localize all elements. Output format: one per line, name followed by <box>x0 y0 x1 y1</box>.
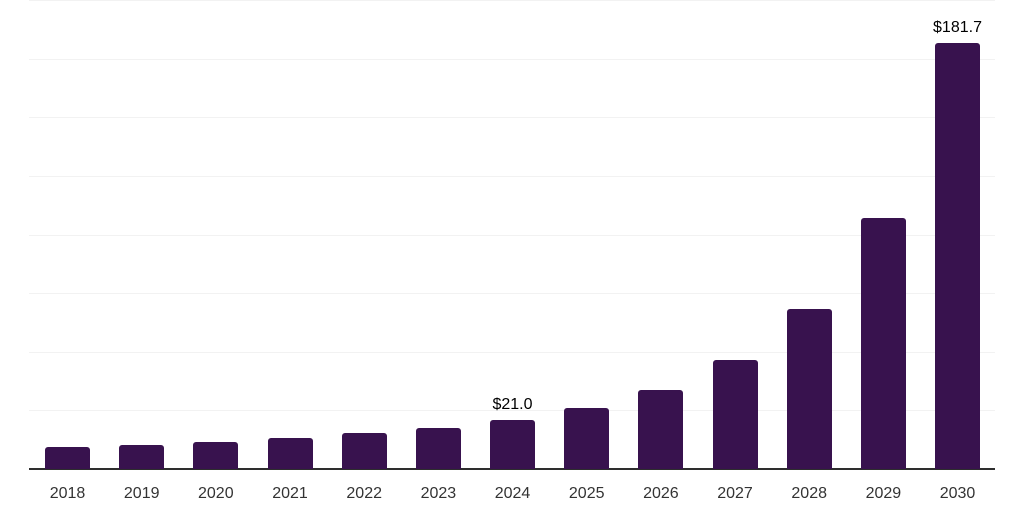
gridline-75 <box>29 293 995 295</box>
data-label-2024: $21.0 <box>492 395 533 413</box>
x-tick-2024: 2024 <box>494 485 531 502</box>
bar-2028 <box>786 309 832 469</box>
x-tick-2028: 2028 <box>791 485 827 502</box>
bar-2030 <box>935 42 980 469</box>
x-tick-2019: 2019 <box>123 485 160 502</box>
data-label-2030: $181.7 <box>933 18 982 36</box>
bar-2024 <box>490 419 535 469</box>
plot-area: $21.0 $181.7 <box>29 0 995 470</box>
bar-2026 <box>638 389 684 469</box>
gridline-25 <box>29 410 995 412</box>
gridline-200 <box>29 0 995 1</box>
bar-2018 <box>45 446 90 469</box>
x-tick-2023: 2023 <box>420 485 457 502</box>
x-tick-2020: 2020 <box>198 485 234 502</box>
bar-2025 <box>564 408 610 469</box>
x-tick-2026: 2026 <box>643 485 679 502</box>
bar-2021 <box>267 438 313 469</box>
gridline-100 <box>29 234 995 236</box>
bar-2023 <box>415 428 461 469</box>
gridline-175 <box>29 58 995 60</box>
x-tick-2025: 2025 <box>568 485 605 502</box>
x-tick-2018: 2018 <box>49 485 86 502</box>
gridline-125 <box>29 175 995 177</box>
x-tick-2022: 2022 <box>346 485 382 502</box>
bar-2022 <box>341 433 387 469</box>
x-tick-2029: 2029 <box>865 485 902 502</box>
x-tick-2030: 2030 <box>939 485 976 502</box>
bar-2029 <box>860 218 906 469</box>
bar-2020 <box>193 441 239 469</box>
x-tick-2021: 2021 <box>272 485 308 502</box>
bar-2027 <box>712 360 758 469</box>
x-tick-2027: 2027 <box>717 485 753 502</box>
gridline-50 <box>29 351 995 353</box>
x-axis-line <box>29 468 995 470</box>
bar-2019 <box>119 444 165 469</box>
gridline-150 <box>29 117 995 119</box>
